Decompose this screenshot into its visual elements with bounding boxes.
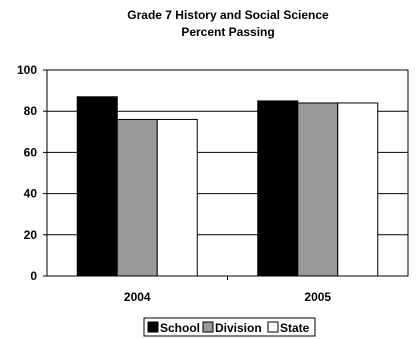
y-axis-ticks: 0 20 40 60 80 100: [17, 63, 47, 283]
legend-swatch-division: [202, 321, 214, 333]
y-tick-label: 80: [24, 104, 38, 118]
y-tick-label: 40: [24, 187, 38, 201]
legend: School Division State: [143, 317, 316, 337]
bar-state-2005: [337, 102, 379, 277]
bar-division-2005: [297, 102, 339, 277]
y-tick-label: 20: [24, 228, 38, 242]
y-tick-label: 60: [24, 145, 38, 159]
legend-label-state: State: [280, 321, 310, 335]
y-tick-label: 100: [17, 63, 37, 77]
bar-state-2004: [156, 118, 198, 277]
chart-subtitle: Percent Passing: [181, 25, 274, 39]
x-tick-label: 2004: [124, 290, 151, 304]
chart-title: Grade 7 History and Social Science: [127, 8, 329, 22]
bar-school-2004: [76, 96, 118, 277]
bars: [76, 96, 379, 277]
legend-label-division: Division: [215, 321, 262, 335]
bar-division-2004: [116, 118, 158, 277]
y-tick-label: 0: [30, 269, 37, 283]
bar-school-2005: [257, 100, 299, 277]
legend-swatch-school: [147, 321, 159, 333]
x-tick-label: 2005: [304, 290, 331, 304]
legend-swatch-state: [267, 321, 279, 333]
x-axis-ticks: 2004 2005: [124, 276, 331, 304]
legend-label-school: School: [160, 321, 200, 335]
